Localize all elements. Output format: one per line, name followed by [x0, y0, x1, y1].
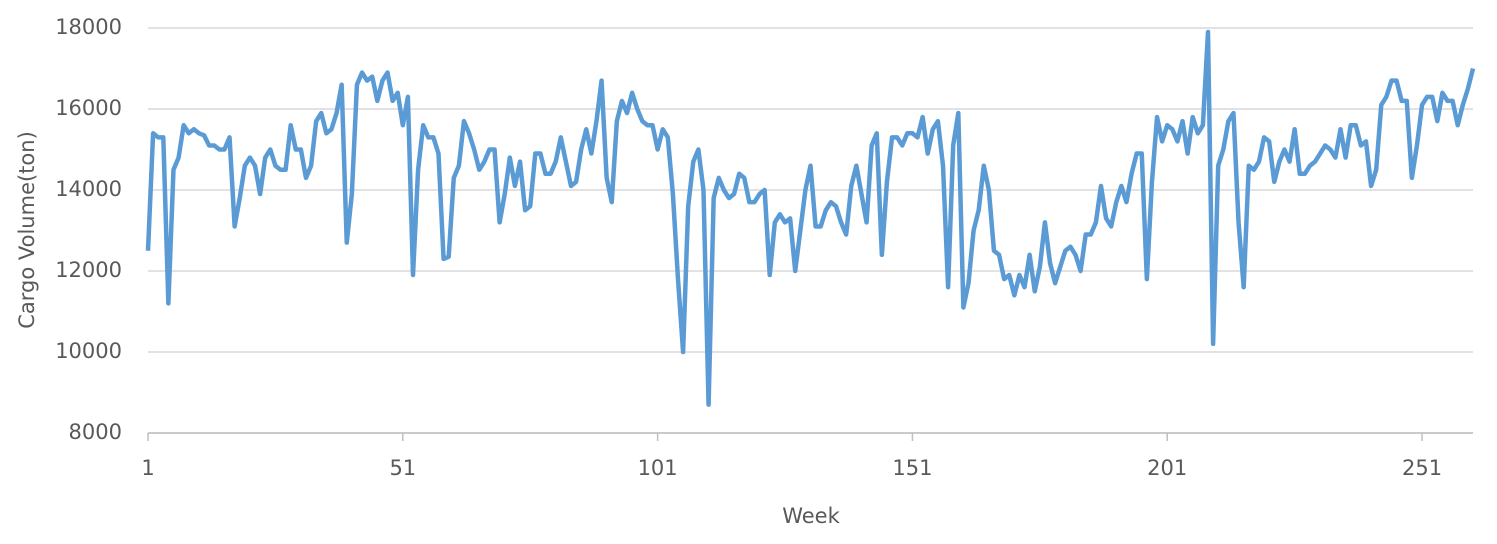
- y-tick-label: 14000: [55, 177, 122, 201]
- y-axis-title: Cargo Volume(ton): [15, 131, 39, 329]
- x-tick-label: 1: [141, 456, 154, 480]
- x-axis-title: Week: [782, 504, 840, 528]
- x-tick-label: 251: [1402, 456, 1442, 480]
- x-tick-label: 201: [1147, 456, 1187, 480]
- y-tick-label: 18000: [55, 15, 122, 39]
- data-line: [145, 29, 1476, 407]
- y-tick-label: 10000: [55, 339, 122, 363]
- y-tick-label: 12000: [55, 258, 122, 282]
- y-tick-label: 16000: [55, 96, 122, 120]
- x-tick-label: 101: [638, 456, 678, 480]
- x-tick-label: 151: [892, 456, 932, 480]
- x-tick-label: 51: [389, 456, 416, 480]
- y-tick-label: 8000: [69, 420, 122, 444]
